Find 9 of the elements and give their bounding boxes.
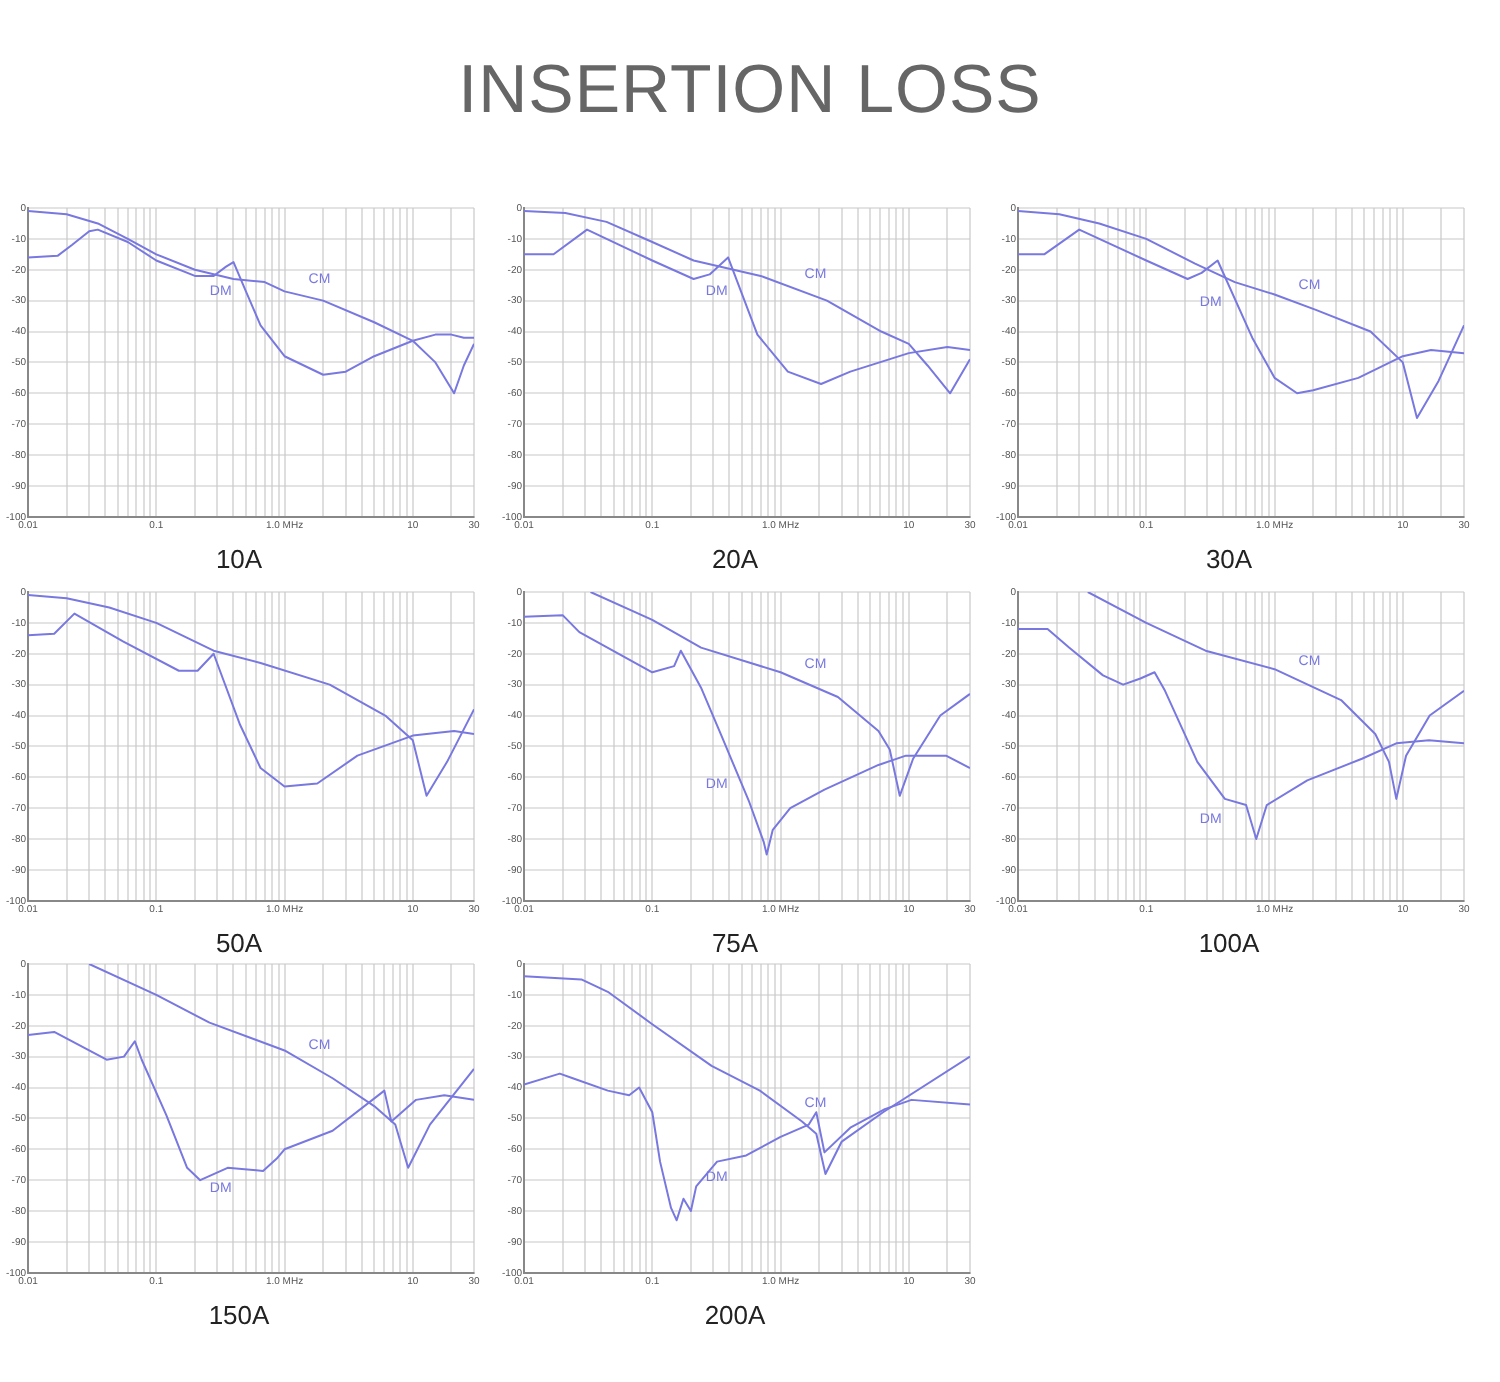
- text: 150A: [208, 1299, 270, 1330]
- text: 30A: [1205, 543, 1253, 574]
- text: 10A: [215, 543, 263, 574]
- text: INSERTION LOSS: [456, 52, 1044, 130]
- text: 50A: [215, 927, 263, 958]
- text: 20A: [711, 543, 759, 574]
- text: 200A: [704, 1299, 766, 1330]
- text: 100A: [1198, 927, 1260, 958]
- text: 75A: [711, 927, 759, 958]
